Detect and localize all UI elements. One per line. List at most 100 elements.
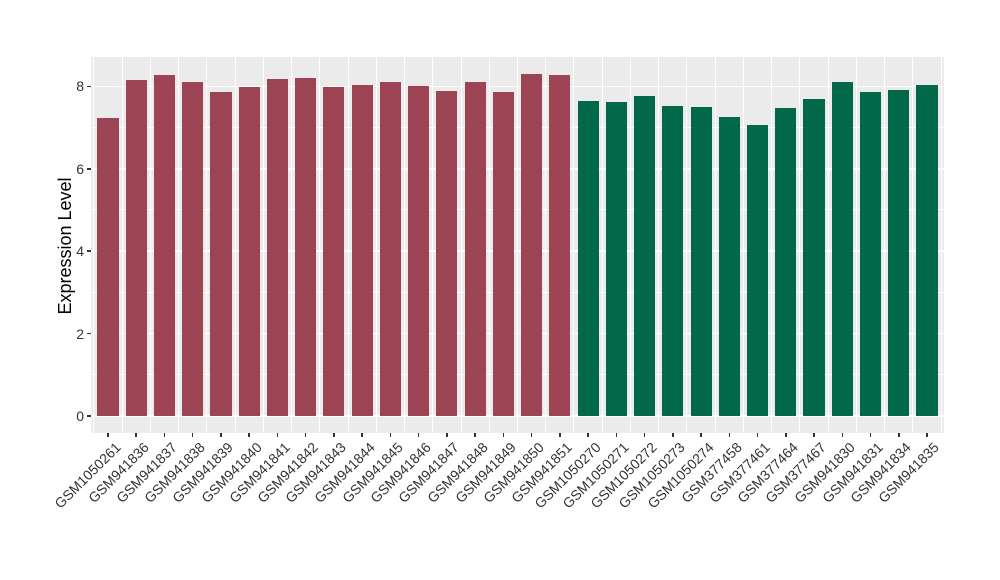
x-gridline (827, 57, 829, 433)
bar-GSM941840 (238, 87, 260, 416)
x-gridline (601, 57, 603, 433)
x-tick-mark (304, 433, 307, 437)
bar-GSM941834 (888, 89, 910, 416)
bar-GSM941836 (125, 79, 147, 416)
bar-GSM941842 (295, 77, 317, 416)
x-gridline (912, 57, 914, 433)
x-gridline (375, 57, 377, 433)
x-tick-mark (361, 433, 363, 437)
y-tick-mark (87, 250, 91, 252)
x-gridline (262, 57, 264, 433)
bar-GSM941851 (549, 74, 571, 416)
y-major-gridline (91, 85, 944, 88)
bar-GSM1050270 (577, 100, 599, 416)
x-gridline (319, 57, 321, 433)
bar-GSM1050271 (605, 102, 627, 416)
x-tick-mark (700, 433, 702, 437)
bar-GSM941849 (492, 91, 514, 416)
bar-GSM941837 (153, 75, 176, 416)
bar-GSM941847 (436, 90, 458, 416)
x-tick-mark (672, 433, 674, 437)
x-gridline (404, 57, 406, 433)
x-gridline (573, 57, 575, 433)
x-gridline (629, 57, 631, 433)
x-gridline (291, 57, 293, 433)
x-tick-mark (446, 433, 448, 437)
y-tick-mark (87, 415, 91, 417)
bar-GSM941838 (182, 81, 204, 416)
x-tick-mark (276, 433, 279, 437)
bar-GSM941844 (351, 85, 373, 416)
x-gridline (799, 57, 801, 433)
x-tick-mark (756, 433, 759, 437)
bar-GSM941830 (831, 81, 853, 416)
x-tick-mark (220, 433, 222, 437)
x-tick-mark (530, 433, 533, 437)
x-tick-mark (502, 433, 505, 437)
x-tick-mark (417, 433, 420, 437)
x-gridline (347, 57, 349, 433)
bar-GSM941845 (379, 82, 401, 416)
x-tick-mark (615, 433, 618, 437)
x-gridline (149, 57, 151, 433)
x-tick-mark (926, 433, 928, 437)
bar-GSM377461 (746, 124, 769, 416)
bar-GSM1050273 (662, 105, 684, 416)
x-gridline (940, 57, 942, 433)
x-tick-mark (869, 433, 872, 437)
bar-GSM941839 (210, 91, 232, 416)
y-tick-mark (87, 332, 91, 335)
x-gridline (432, 57, 434, 433)
y-tick-mark (87, 168, 91, 170)
x-gridline (206, 57, 208, 433)
x-tick-mark (389, 433, 392, 437)
x-gridline (178, 57, 180, 433)
x-tick-mark (785, 433, 787, 437)
x-gridline (460, 57, 462, 433)
x-gridline (686, 57, 688, 433)
bar-GSM377464 (775, 107, 797, 416)
x-gridline (884, 57, 886, 433)
bar-GSM1050272 (634, 95, 656, 416)
y-tick-mark (87, 85, 91, 88)
bar-GSM941841 (266, 79, 288, 416)
y-tick-label: 4 (76, 243, 84, 260)
bar-GSM377458 (718, 117, 740, 416)
y-tick-label: 2 (76, 325, 84, 342)
bar-GSM941846 (408, 86, 430, 416)
x-gridline (234, 57, 236, 433)
bar-GSM941848 (464, 81, 486, 416)
y-major-gridline (91, 332, 944, 335)
x-gridline (714, 57, 716, 433)
y-tick-label: 0 (76, 407, 84, 424)
y-tick-label: 8 (76, 78, 84, 95)
x-gridline (517, 57, 518, 433)
x-tick-mark (841, 433, 844, 437)
plot-panel (91, 57, 944, 433)
x-gridline (855, 57, 857, 433)
x-gridline (121, 57, 123, 433)
x-gridline (658, 57, 660, 433)
y-tick-label: 6 (76, 160, 84, 177)
x-tick-mark (135, 433, 137, 437)
y-major-gridline (91, 168, 944, 170)
bar-GSM941843 (323, 86, 345, 416)
x-tick-mark (191, 433, 194, 437)
y-major-gridline (91, 415, 944, 417)
bar-GSM1050274 (690, 107, 712, 416)
x-tick-mark (107, 433, 109, 437)
x-gridline (545, 57, 547, 433)
x-tick-mark (728, 433, 731, 437)
x-gridline (488, 57, 490, 433)
x-tick-mark (813, 433, 815, 437)
x-tick-mark (333, 433, 335, 437)
x-tick-mark (559, 433, 561, 437)
x-tick-mark (898, 433, 900, 437)
bar-GSM377467 (803, 98, 825, 416)
x-gridline (93, 57, 95, 433)
x-tick-mark (587, 433, 589, 437)
x-gridline (742, 57, 744, 433)
bar-GSM941831 (859, 91, 882, 416)
x-tick-mark (643, 433, 646, 437)
x-tick-mark (163, 433, 166, 437)
